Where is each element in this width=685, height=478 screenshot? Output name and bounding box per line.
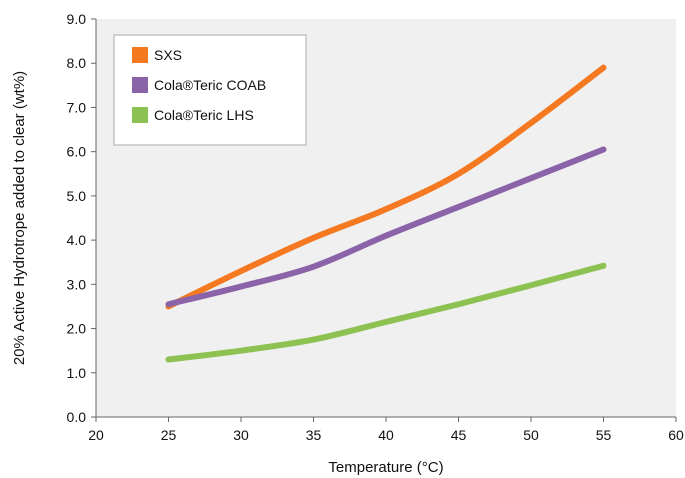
- y-axis-title: 20% Active Hydrotrope added to clear (wt…: [11, 71, 28, 365]
- series-line-2: [165, 262, 607, 363]
- y-tick-label: 7.0: [67, 99, 87, 115]
- y-tick-label: 1.0: [67, 365, 87, 381]
- legend-label: Cola®Teric LHS: [154, 107, 254, 123]
- y-tick-label: 5.0: [67, 188, 87, 204]
- y-tick-label: 6.0: [67, 144, 87, 160]
- x-tick-label: 45: [451, 427, 467, 443]
- series-lines: [165, 64, 607, 363]
- y-tick-label: 4.0: [67, 232, 87, 248]
- y-tick-label: 9.0: [67, 11, 87, 27]
- x-tick-label: 50: [523, 427, 539, 443]
- x-axis-title: Temperature (°C): [328, 459, 443, 476]
- x-tick-label: 35: [306, 427, 322, 443]
- y-tick-label: 3.0: [67, 276, 87, 292]
- y-axis-ticks: 0.0 1.0 2.0 3.0 4.0 5.0 6.0 7.0 8.0 9.0: [67, 11, 96, 425]
- y-tick-label: 8.0: [67, 55, 87, 71]
- y-tick-label: 0.0: [67, 409, 87, 425]
- y-tick-label: 2.0: [67, 321, 87, 337]
- legend-swatch: [132, 47, 148, 63]
- x-tick-label: 25: [161, 427, 177, 443]
- x-tick-label: 40: [378, 427, 394, 443]
- series-line-1: [165, 146, 607, 308]
- x-axis-ticks: 20 25 30 35 40 45 50 55 60: [88, 417, 684, 443]
- legend: SXS Cola®Teric COAB Cola®Teric LHS: [113, 34, 307, 146]
- x-tick-label: 30: [233, 427, 249, 443]
- series-line-0: [165, 64, 607, 310]
- legend-swatch: [132, 107, 148, 123]
- legend-swatch: [132, 77, 148, 93]
- x-tick-label: 55: [596, 427, 612, 443]
- x-tick-label: 20: [88, 427, 104, 443]
- legend-label: SXS: [154, 47, 182, 63]
- legend-label: Cola®Teric COAB: [154, 77, 266, 93]
- x-tick-label: 60: [668, 427, 684, 443]
